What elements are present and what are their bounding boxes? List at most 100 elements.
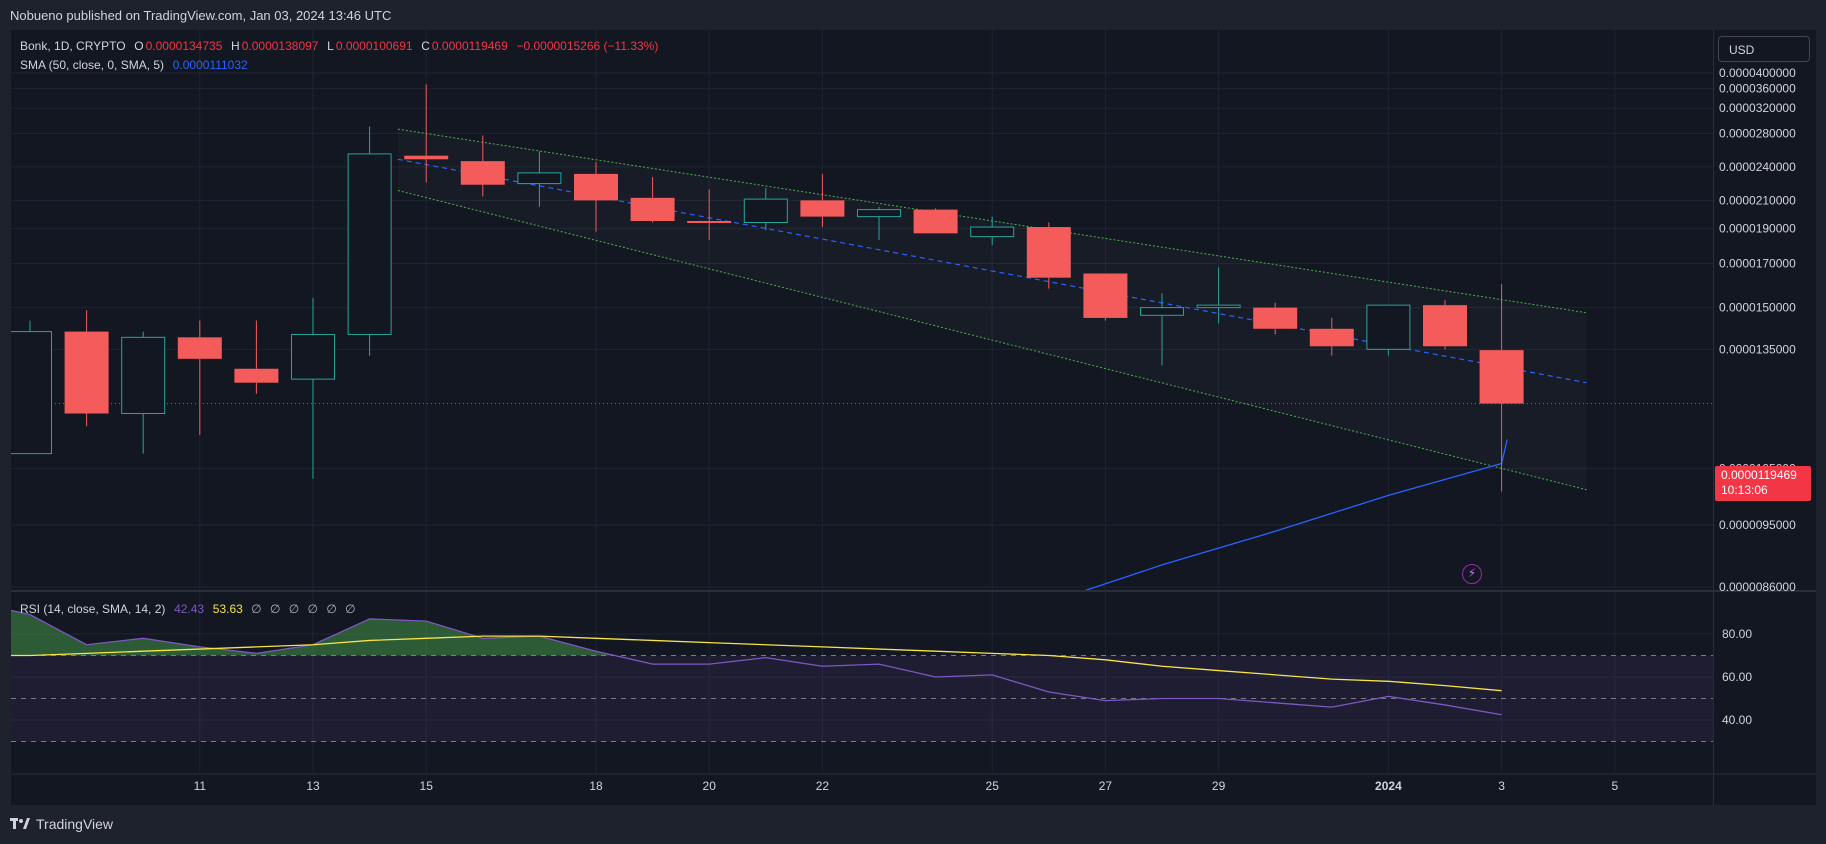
candle-body — [857, 209, 901, 218]
close-value: 0.0000119469 — [431, 39, 508, 53]
high-value: 0.0000138097 — [241, 39, 319, 53]
change-value: −0.0000015266 (−11.33%) — [516, 39, 659, 53]
candle — [64, 310, 109, 427]
high-label: H — [231, 39, 240, 53]
candle-body — [517, 172, 562, 185]
currency-button[interactable]: USD — [1718, 36, 1810, 62]
empty-value-icon: ∅ — [288, 602, 300, 616]
date-tick-label: 5 — [1611, 779, 1618, 793]
rsi-tick-label: 80.00 — [1722, 627, 1752, 641]
candle-body — [1479, 350, 1524, 404]
price-axis[interactable] — [1714, 30, 1816, 805]
price-tick-label: 0.0000086000 — [1719, 580, 1796, 594]
open-value: 0.0000134735 — [145, 39, 223, 53]
candle — [1083, 273, 1128, 321]
low-value: 0.0000100691 — [335, 39, 413, 53]
candle — [630, 177, 675, 223]
candle-body — [11, 331, 52, 455]
candle-body — [347, 153, 392, 335]
candle — [857, 206, 901, 240]
last-price-value: 0.0000119469 — [1721, 468, 1797, 482]
last-price-tag: 0.0000119469 10:13:06 — [1715, 466, 1811, 501]
price-tick-label: 0.0000210000 — [1719, 193, 1796, 207]
lightning-icon[interactable]: ⚡ — [1462, 564, 1482, 584]
candle-body — [121, 336, 166, 415]
rsi-tick-label: 60.00 — [1722, 670, 1752, 684]
rsi-pane — [11, 609, 1713, 742]
rsi-line — [11, 609, 1502, 716]
rsi-tick-label: 40.00 — [1722, 713, 1752, 727]
candle — [800, 173, 845, 228]
candle — [687, 189, 732, 240]
candle-body — [404, 155, 449, 160]
rsi-legend[interactable]: RSI (14, close, SMA, 14, 2) 42.43 53.63 … — [20, 602, 358, 616]
rsi-overbought-fill — [11, 610, 1502, 656]
chart-pane[interactable] — [11, 30, 1713, 805]
price-tick-label: 0.0000280000 — [1719, 126, 1796, 140]
candle — [1309, 317, 1354, 356]
candle-body — [1366, 304, 1411, 350]
date-tick-label: 13 — [306, 779, 320, 793]
ohlc-legend: Bonk, 1D, CRYPTO O 0.0000134735 H 0.000013… — [20, 39, 660, 53]
candle-body — [1196, 304, 1241, 309]
bar-countdown: 10:13:06 — [1721, 483, 1768, 497]
candle-body — [800, 200, 845, 217]
candle-body — [64, 331, 109, 414]
candle-body — [1309, 328, 1354, 347]
rsi-label: RSI (14, close, SMA, 14, 2) — [20, 602, 166, 616]
price-tick-label: 0.0000400000 — [1719, 66, 1796, 80]
sma-legend[interactable]: SMA (50, close, 0, SMA, 5) 0.0000111032 — [20, 58, 250, 72]
empty-value-icon: ∅ — [345, 602, 356, 616]
candle — [404, 84, 449, 183]
date-tick-label: 15 — [420, 779, 434, 793]
tradingview-footer[interactable]: TradingView — [10, 816, 113, 832]
candle — [1026, 222, 1071, 289]
footer-brand: TradingView — [36, 816, 114, 832]
empty-value-icon: ∅ — [326, 602, 337, 616]
candle-body — [460, 161, 505, 185]
candle-body — [1026, 227, 1071, 278]
candle — [460, 135, 505, 197]
empty-value-icon: ∅ — [251, 602, 262, 616]
candle — [913, 208, 958, 234]
candle — [291, 297, 335, 479]
candle-body — [970, 226, 1015, 238]
date-tick-label: 22 — [816, 779, 830, 793]
price-tick-label: 0.0000170000 — [1719, 256, 1796, 270]
date-tick-label: 25 — [986, 779, 1000, 793]
candle — [1366, 304, 1411, 356]
price-tick-label: 0.0000150000 — [1719, 301, 1796, 315]
price-tick-label: 0.0000135000 — [1719, 342, 1796, 356]
candle — [1423, 300, 1467, 350]
tradingview-logo-icon — [10, 818, 30, 829]
date-tick-label: 11 — [194, 779, 207, 793]
candle — [574, 162, 618, 232]
candle — [1253, 302, 1298, 335]
candle — [121, 331, 166, 454]
candle-body — [1423, 305, 1467, 347]
candle — [1479, 284, 1524, 492]
close-label: C — [421, 39, 430, 53]
candle — [177, 320, 222, 435]
candle-body — [574, 173, 618, 201]
candle — [11, 320, 52, 455]
price-tick-label: 0.0000360000 — [1719, 82, 1796, 96]
open-label: O — [134, 39, 144, 53]
rsi-value: 42.43 — [174, 602, 205, 616]
empty-value-icon: ∅ — [269, 602, 281, 616]
candle — [347, 126, 392, 356]
date-tick-label: 18 — [589, 779, 603, 793]
candle-body — [234, 368, 279, 383]
candle-body — [1253, 307, 1298, 329]
sma-value: 0.0000111032 — [172, 58, 248, 72]
date-tick-label: 29 — [1212, 779, 1226, 793]
symbol-label[interactable]: Bonk, 1D, CRYPTO — [20, 39, 126, 53]
date-tick-label: 3 — [1498, 779, 1505, 793]
candle-body — [1083, 273, 1128, 318]
candle-body — [291, 333, 335, 380]
candle-body — [1140, 307, 1184, 316]
candle — [517, 151, 562, 207]
candle — [1196, 267, 1241, 324]
rsi-ma-value: 53.63 — [212, 602, 243, 616]
